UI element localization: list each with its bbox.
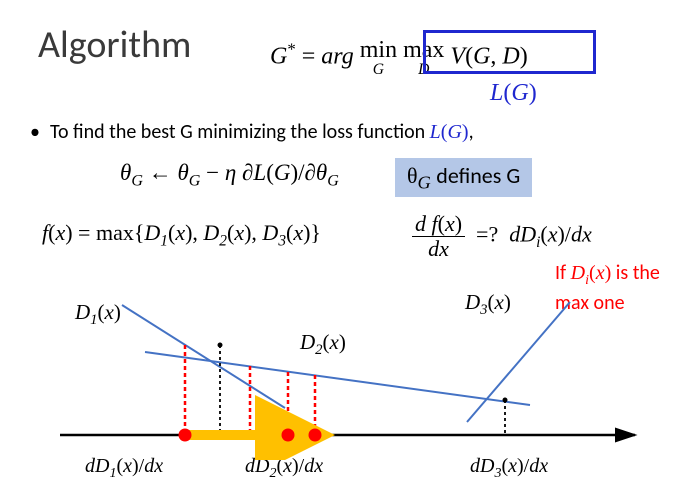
blue-box: [423, 30, 596, 74]
LG-label: L(G): [490, 80, 537, 107]
bullet-text: •To find the best G minimizing the loss …: [30, 120, 474, 144]
update-equation: θG ← θG − η ∂L(G)/∂θG: [120, 160, 339, 191]
gray-box: θG defines G: [395, 158, 532, 197]
deriv-equation: d f(x)dx =? dDi(x)/dx: [412, 212, 592, 261]
slide-title: Algorithm: [38, 22, 191, 68]
piecewise-chart: [50, 290, 650, 460]
fx-equation: f(x) = max{D1(x), D2(x), D3(x)}: [42, 220, 321, 250]
